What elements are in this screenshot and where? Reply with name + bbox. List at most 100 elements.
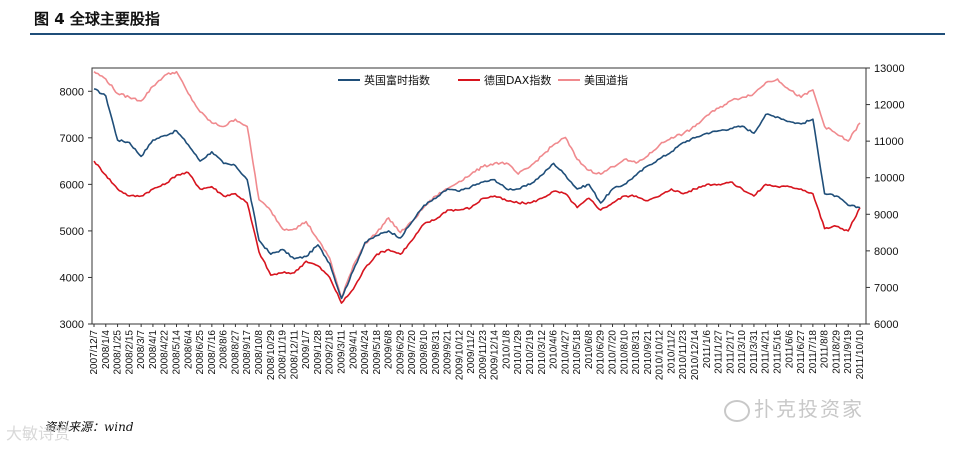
x-tick-label: 2009/1/28 [313, 330, 324, 375]
left-tick-label: 5000 [60, 226, 84, 238]
x-tick-label: 2010/10/12 [655, 330, 666, 380]
x-tick-label: 2010/7/20 [608, 330, 619, 375]
x-tick-label: 2008/11/19 [278, 330, 289, 380]
x-tick-label: 2009/2/18 [325, 330, 336, 375]
x-tick-label: 2008/9/17 [242, 330, 253, 375]
right-tick-label: 13000 [874, 63, 905, 75]
x-tick-label: 2011/4/21 [761, 330, 772, 374]
x-tick-label: 2010/9/21 [643, 330, 654, 375]
x-tick-label: 2008/6/25 [195, 330, 206, 375]
x-tick-label: 2011/7/18 [808, 330, 819, 374]
x-tick-label: 2010/1/8 [501, 330, 512, 369]
x-tick-label: 2010/8/31 [631, 330, 642, 375]
x-tick-label: 2010/6/8 [584, 330, 595, 369]
figure-title: 图 4 全球主要股指 [34, 10, 160, 28]
left-tick-label: 8000 [60, 86, 84, 98]
x-tick-label: 2008/7/16 [207, 330, 218, 375]
x-tick-label: 2009/11/2 [466, 330, 477, 374]
watermark-left: 大敏诗赏 [6, 424, 71, 443]
left-tick-label: 6000 [60, 179, 84, 191]
series-line-ftse [93, 88, 861, 300]
left-y-axis: 3000 4000 5000 6000 7000 8000 [60, 86, 92, 331]
x-tick-label: 2010/12/14 [690, 330, 701, 380]
x-tick-label: 2008/10/29 [266, 330, 277, 380]
x-tick-label: 2010/4/27 [560, 330, 571, 375]
x-tick-label: 2008/10/8 [254, 330, 265, 375]
x-tick-label: 2009/9/21 [443, 330, 454, 375]
x-tick-label: 2008/8/6 [219, 330, 230, 369]
x-tick-label: 2011/10/10 [855, 330, 866, 380]
x-tick-label: 2010/2/19 [525, 330, 536, 375]
x-tick-label: 2008/12/11 [289, 330, 300, 380]
x-tick-label: 2009/8/31 [431, 330, 442, 375]
right-tick-label: 11000 [874, 136, 904, 148]
x-tick-label: 2011/3/10 [737, 330, 748, 374]
series-lines [93, 70, 861, 304]
series-line-dax [93, 160, 861, 304]
x-tick-label: 2009/6/29 [395, 330, 406, 375]
legend-label: 德国DAX指数 [484, 73, 551, 87]
x-tick-label: 2009/10/12 [454, 330, 465, 380]
x-tick-label: 2009/8/10 [419, 330, 430, 375]
x-tick-label: 2008/8/27 [230, 330, 241, 375]
x-tick-label: 2011/2/17 [725, 330, 736, 374]
x-tick-label: 2009/12/14 [490, 330, 501, 380]
x-tick-label: 2008/1/25 [113, 330, 124, 375]
x-axis: 2007/12/7 2008/1/4 2008/1/25 2008/2/15 2008/… [89, 324, 866, 380]
left-tick-label: 7000 [60, 133, 84, 145]
left-tick-label: 4000 [60, 272, 84, 284]
x-tick-label: 2011/8/8 [820, 330, 831, 369]
right-tick-label: 6000 [874, 319, 898, 331]
watermark-right: 扑克投资家 [724, 393, 864, 422]
right-tick-label: 10000 [874, 173, 905, 185]
x-tick-label: 2011/5/16 [773, 330, 784, 374]
x-tick-label: 2011/6/27 [796, 330, 807, 374]
x-tick-label: 2008/5/14 [171, 330, 182, 375]
x-tick-label: 2010/8/10 [619, 330, 630, 375]
x-tick-label: 2008/3/7 [136, 330, 147, 369]
x-tick-label: 2010/11/23 [678, 330, 689, 380]
chart-legend: 英国富时指数 德国DAX指数 美国道指 [338, 73, 628, 87]
plot-frame [91, 67, 867, 325]
right-tick-label: 9000 [874, 209, 898, 221]
watermark-right-text: 扑克投资家 [754, 397, 864, 421]
right-y-axis: 6000 7000 8000 9000 10000 11000 12000 13000 [866, 63, 905, 331]
x-tick-label: 2008/1/4 [101, 330, 112, 369]
x-tick-label: 2009/5/18 [372, 330, 383, 375]
x-tick-label: 2011/3/31 [749, 330, 760, 374]
x-tick-label: 2008/2/15 [124, 330, 135, 375]
x-tick-label: 2007/12/7 [89, 330, 100, 375]
left-tick-label: 3000 [60, 319, 84, 331]
x-tick-label: 2010/6/29 [596, 330, 607, 375]
x-tick-label: 2011/1/27 [714, 330, 725, 374]
legend-label: 英国富时指数 [364, 73, 430, 87]
x-tick-label: 2008/6/4 [183, 330, 194, 369]
plot-border [91, 67, 867, 325]
x-tick-label: 2010/3/12 [537, 330, 548, 375]
source-note: 资料来源：wind [44, 420, 134, 434]
series-line-dow [93, 70, 861, 300]
x-tick-label: 2009/4/24 [360, 330, 371, 375]
wechat-icon [724, 399, 750, 422]
x-tick-label: 2010/5/18 [572, 330, 583, 375]
x-tick-label: 2010/1/29 [513, 330, 524, 375]
x-tick-label: 2009/3/11 [336, 330, 347, 374]
x-tick-label: 2011/1/6 [702, 330, 713, 369]
x-tick-label: 2010/4/6 [549, 330, 560, 369]
x-tick-label: 2011/9/19 [843, 330, 854, 374]
x-tick-label: 2009/7/20 [407, 330, 418, 375]
x-tick-label: 2010/11/2 [666, 330, 677, 374]
x-tick-label: 2011/6/6 [784, 330, 795, 369]
right-tick-label: 8000 [874, 246, 898, 258]
right-tick-label: 12000 [874, 100, 905, 112]
x-tick-label: 2009/4/1 [348, 330, 359, 369]
right-tick-label: 7000 [874, 282, 898, 294]
x-tick-label: 2009/1/7 [301, 330, 312, 369]
x-tick-label: 2008/4/22 [160, 330, 171, 375]
x-tick-label: 2008/4/1 [148, 330, 159, 369]
title-divider [30, 33, 945, 35]
legend-label: 美国道指 [584, 73, 628, 87]
x-tick-label: 2011/8/29 [831, 330, 842, 374]
x-tick-label: 2009/11/23 [478, 330, 489, 380]
